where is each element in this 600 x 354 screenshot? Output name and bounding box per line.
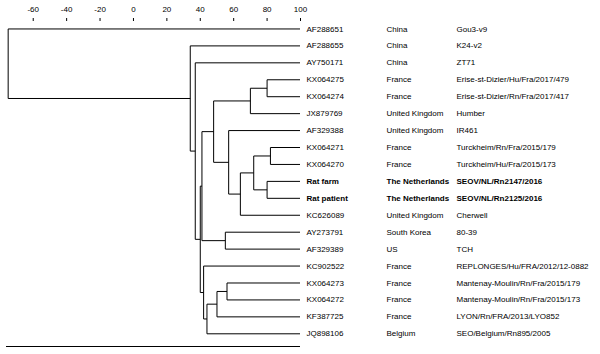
svg-text:AF329388: AF329388 [307,126,344,135]
svg-text:South Korea: South Korea [387,228,432,237]
svg-text:KX064273: KX064273 [307,279,345,288]
svg-text:The Netherlands: The Netherlands [387,177,450,186]
svg-text:KX064272: KX064272 [307,295,345,304]
svg-text:France: France [387,143,412,152]
svg-text:Belgium: Belgium [387,329,416,338]
svg-text:0: 0 [131,5,136,14]
svg-text:Gou3-v9: Gou3-v9 [457,25,488,34]
svg-text:United Kingdom: United Kingdom [387,109,444,118]
svg-text:80-39: 80-39 [457,228,478,237]
svg-text:SEOV/NL/Rn2147/2016: SEOV/NL/Rn2147/2016 [457,177,543,186]
svg-text:AF329389: AF329389 [307,245,344,254]
svg-text:US: US [387,245,398,254]
svg-text:France: France [387,75,412,84]
svg-text:-20: -20 [94,5,106,14]
svg-text:KF387725: KF387725 [307,312,344,321]
svg-text:KC626089: KC626089 [307,211,345,220]
svg-text:Rat patient: Rat patient [307,194,349,203]
svg-text:JQ898106: JQ898106 [307,329,344,338]
svg-text:80: 80 [263,5,272,14]
svg-text:China: China [387,25,408,34]
svg-text:France: France [387,262,412,271]
svg-text:The Netherlands: The Netherlands [387,194,450,203]
svg-text:KC902522: KC902522 [307,262,345,271]
svg-text:KX064275: KX064275 [307,75,345,84]
svg-text:France: France [387,279,412,288]
svg-text:AF288655: AF288655 [307,41,344,50]
svg-text:IR461: IR461 [457,126,479,135]
svg-text:AY273791: AY273791 [307,228,344,237]
svg-text:Turckheim/Hu/Fra/2015/173: Turckheim/Hu/Fra/2015/173 [457,160,557,169]
svg-text:-40: -40 [61,5,73,14]
svg-text:United Kingdom: United Kingdom [387,211,444,220]
svg-text:LYON/Rn/FRA/2013/LYO852: LYON/Rn/FRA/2013/LYO852 [457,312,560,321]
svg-text:United Kingdom: United Kingdom [387,126,444,135]
svg-text:Rat farm: Rat farm [307,177,339,186]
svg-text:Turckheim/Rn/Fra/2015/179: Turckheim/Rn/Fra/2015/179 [457,143,557,152]
svg-text:JX879769: JX879769 [307,109,344,118]
svg-text:KX064274: KX064274 [307,92,345,101]
svg-text:TCH: TCH [457,245,474,254]
svg-text:AF288651: AF288651 [307,25,344,34]
svg-text:Humber: Humber [457,109,486,118]
svg-text:KX064271: KX064271 [307,143,345,152]
svg-text:K24-v2: K24-v2 [457,41,483,50]
svg-text:-60: -60 [27,5,39,14]
svg-text:ZT71: ZT71 [457,58,476,67]
svg-text:KX064270: KX064270 [307,160,345,169]
svg-text:SEOV/NL/Rn2125/2016: SEOV/NL/Rn2125/2016 [457,194,543,203]
svg-text:REPLONGES/Hu/FRA/2012/12-0882: REPLONGES/Hu/FRA/2012/12-0882 [457,262,590,271]
svg-text:40: 40 [196,5,205,14]
svg-text:France: France [387,295,412,304]
svg-text:60: 60 [229,5,238,14]
svg-text:France: France [387,160,412,169]
svg-text:Mantenay-Moulin/Rn/Fra/2015/17: Mantenay-Moulin/Rn/Fra/2015/173 [457,295,581,304]
svg-text:China: China [387,41,408,50]
svg-text:France: France [387,312,412,321]
svg-text:100: 100 [294,5,308,14]
svg-text:20: 20 [162,5,171,14]
svg-text:France: France [387,92,412,101]
svg-text:SEO/Belgium/Rn895/2005: SEO/Belgium/Rn895/2005 [457,329,551,338]
svg-text:AY750171: AY750171 [307,58,344,67]
svg-text:Cherwell: Cherwell [457,211,488,220]
svg-text:Mantenay-Moulin/Rn/Fra/2015/17: Mantenay-Moulin/Rn/Fra/2015/179 [457,279,581,288]
svg-text:Erise-st-Dizier/Hu/Fra/2017/47: Erise-st-Dizier/Hu/Fra/2017/479 [457,75,570,84]
svg-text:China: China [387,58,408,67]
svg-text:Erise-st-Dizier/Rn/Fra/2017/41: Erise-st-Dizier/Rn/Fra/2017/417 [457,92,570,101]
